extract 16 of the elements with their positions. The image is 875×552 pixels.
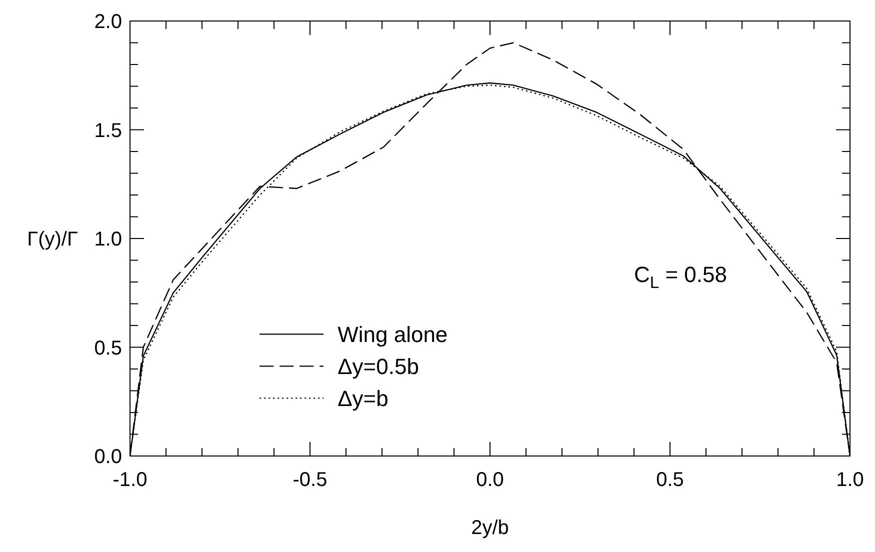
- x-tick-label: -0.5: [292, 469, 328, 491]
- y-tick-label: 0.5: [94, 337, 122, 360]
- x-tick-label: 0.5: [656, 469, 684, 491]
- legend-label: Δy=b: [338, 386, 388, 412]
- annotation: C$_{L}$ = 0.58: [634, 262, 727, 292]
- y-tick-label: 2.0: [94, 11, 122, 33]
- y-tick-label: 0.0: [94, 446, 122, 468]
- legend-label: Wing alone: [338, 322, 448, 348]
- x-tick-label: -1.0: [112, 469, 148, 491]
- x-axis-title: 2y/b: [471, 517, 509, 539]
- x-tick-label: 0.0: [476, 469, 504, 491]
- y-axis-title: Γ(y)/Γ: [27, 228, 78, 250]
- y-tick-label: 1.5: [94, 120, 122, 142]
- y-tick-label: 1.0: [94, 228, 122, 250]
- x-tick-label: 1.0: [836, 469, 864, 491]
- legend-label: Δy=0.5b: [338, 354, 419, 380]
